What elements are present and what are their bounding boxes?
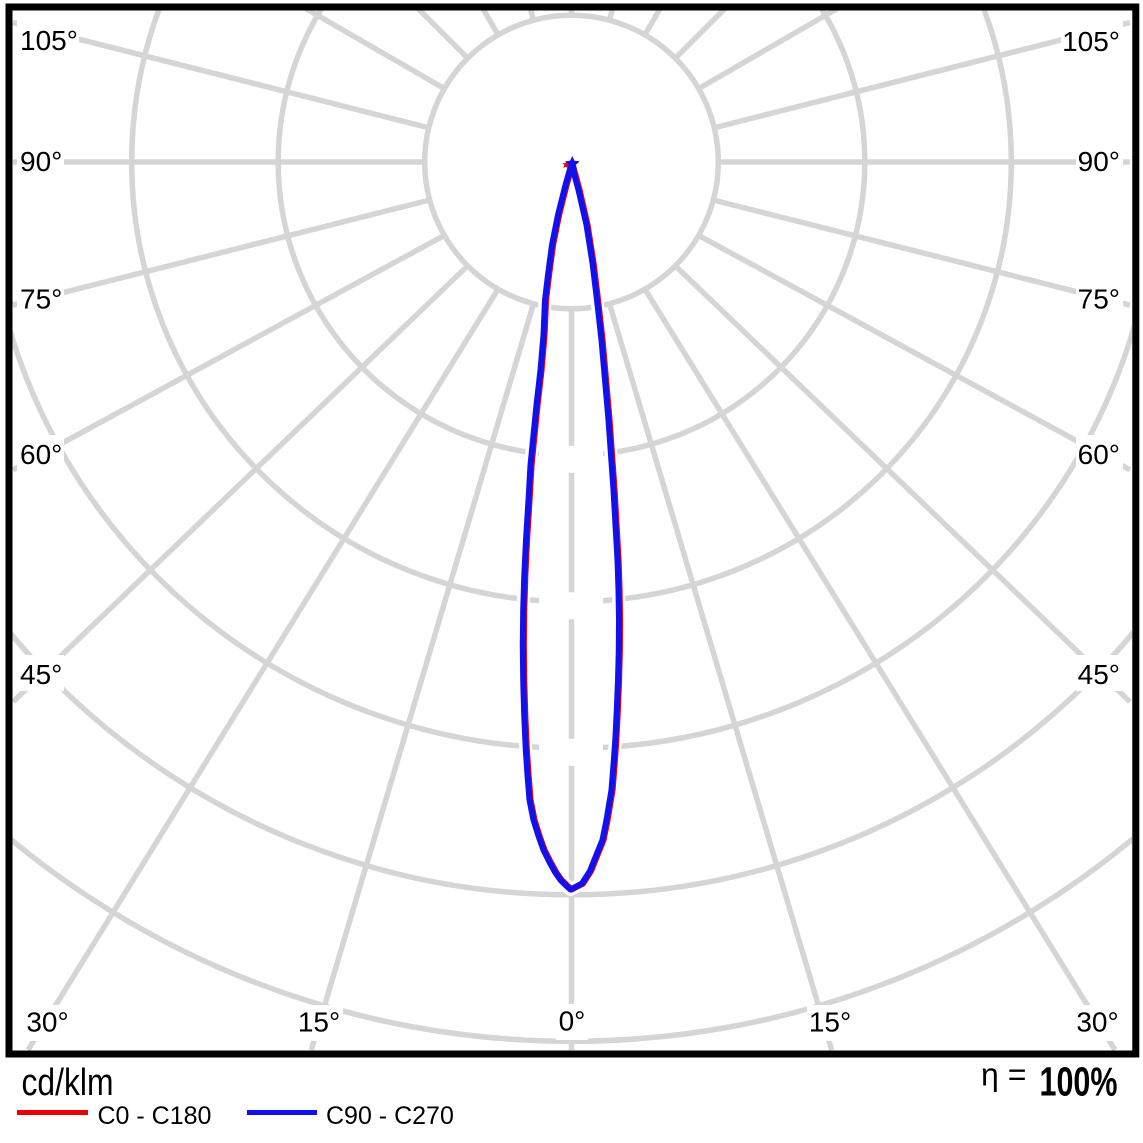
- svg-text:η =: η =: [981, 1057, 1026, 1093]
- svg-text:75°: 75°: [1078, 284, 1120, 315]
- svg-text:15°: 15°: [809, 1007, 851, 1038]
- svg-text:60°: 60°: [20, 439, 62, 470]
- svg-text:45°: 45°: [20, 659, 62, 690]
- svg-text:75°: 75°: [20, 284, 62, 315]
- svg-text:45°: 45°: [1078, 659, 1120, 690]
- svg-text:C0 - C180: C0 - C180: [98, 1102, 212, 1130]
- svg-text:60°: 60°: [1078, 439, 1120, 470]
- svg-text:30°: 30°: [26, 1007, 68, 1038]
- svg-text:cd/klm: cd/klm: [22, 1062, 114, 1104]
- svg-text:90°: 90°: [1078, 146, 1120, 177]
- svg-text:105°: 105°: [20, 25, 78, 56]
- svg-text:105°: 105°: [1062, 26, 1120, 57]
- svg-text:100%: 100%: [1040, 1059, 1118, 1105]
- svg-text:90°: 90°: [20, 146, 62, 177]
- svg-text:15°: 15°: [298, 1007, 340, 1038]
- svg-text:30°: 30°: [1076, 1007, 1118, 1038]
- svg-text:0°: 0°: [559, 1006, 586, 1037]
- svg-text:C90 - C270: C90 - C270: [326, 1102, 454, 1130]
